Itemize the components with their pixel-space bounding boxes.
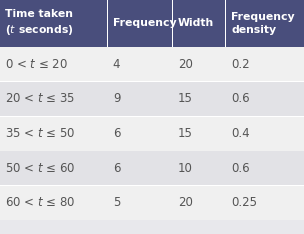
Bar [173,116,226,151]
Bar [173,47,226,81]
Bar [173,81,226,116]
Text: 0.25: 0.25 [231,196,257,209]
Text: 10: 10 [178,161,193,175]
Text: 0.6: 0.6 [231,92,250,105]
Bar [173,185,226,220]
Bar [0,116,304,117]
Bar [172,0,173,47]
Bar [226,185,304,220]
Text: 50 < $t$ ≤ 60: 50 < $t$ ≤ 60 [5,161,75,175]
Bar [226,0,304,47]
Bar [0,0,108,47]
Bar [108,116,173,151]
Bar [0,185,304,186]
Text: Frequency
density: Frequency density [231,12,295,35]
Text: 4: 4 [113,58,120,71]
Text: 0 < $t$ ≤ 20: 0 < $t$ ≤ 20 [5,58,68,71]
Bar [226,116,304,151]
Bar [108,81,173,116]
Bar [108,151,173,185]
Text: 20: 20 [178,196,193,209]
Text: 6: 6 [113,161,120,175]
Text: Width: Width [178,18,214,28]
Text: 9: 9 [113,92,120,105]
Text: 15: 15 [178,92,193,105]
Text: 35 < $t$ ≤ 50: 35 < $t$ ≤ 50 [5,127,75,140]
Bar [108,185,173,220]
Bar [0,47,108,81]
Text: 20 < $t$ ≤ 35: 20 < $t$ ≤ 35 [5,92,75,105]
Bar [0,81,304,82]
Text: Time taken
($t$ seconds): Time taken ($t$ seconds) [5,9,74,37]
Text: 0.6: 0.6 [231,161,250,175]
Bar [0,81,108,116]
Text: 15: 15 [178,127,193,140]
Bar [226,47,304,81]
Bar [225,0,226,47]
Bar [107,0,108,47]
Bar [226,151,304,185]
Text: 20: 20 [178,58,193,71]
Bar [108,0,173,47]
Text: Frequency: Frequency [113,18,176,28]
Bar [0,116,108,151]
Text: 60 < $t$ ≤ 80: 60 < $t$ ≤ 80 [5,196,75,209]
Text: 6: 6 [113,127,120,140]
Text: 5: 5 [113,196,120,209]
Bar [0,185,108,220]
Bar [226,81,304,116]
Text: 0.2: 0.2 [231,58,250,71]
Text: 0.4: 0.4 [231,127,250,140]
Bar [173,0,226,47]
Bar [0,151,108,185]
Bar [108,47,173,81]
Bar [173,151,226,185]
